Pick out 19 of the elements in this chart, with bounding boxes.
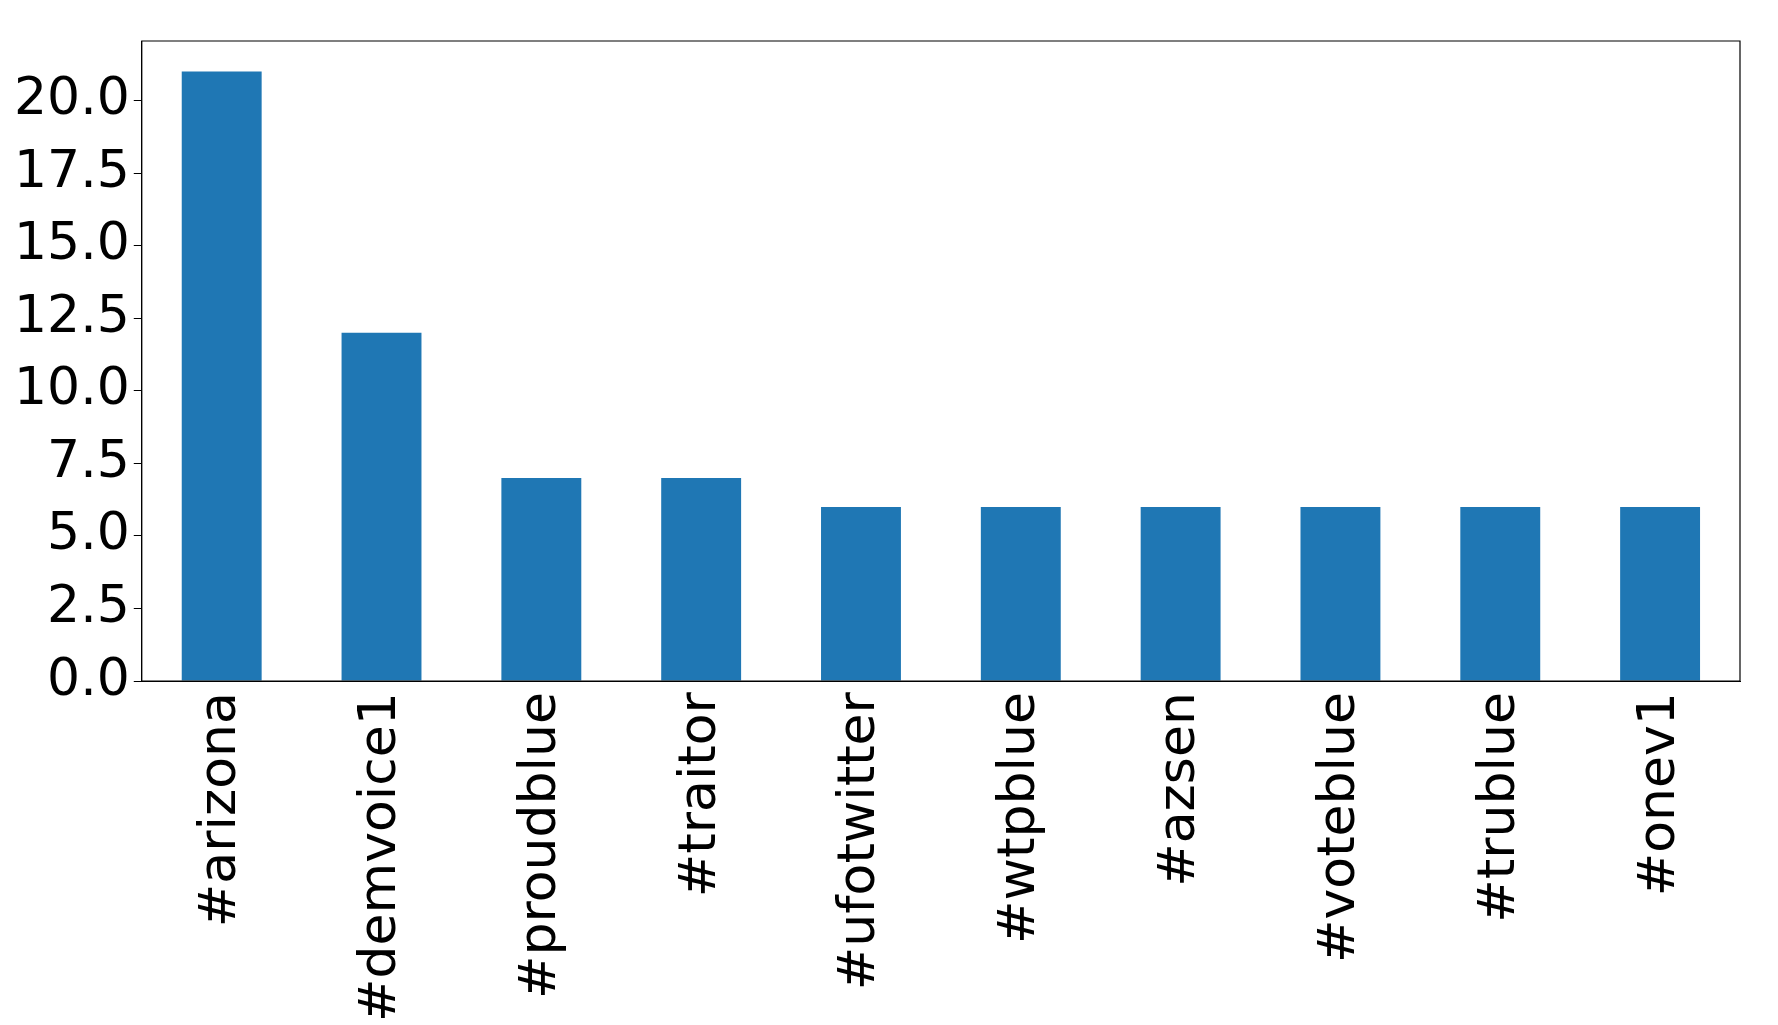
y-tick-label: 7.5: [47, 428, 130, 489]
x-tick-label: #voteblue: [1305, 692, 1366, 964]
x-tick-label: #onev1: [1625, 692, 1686, 897]
x-tick-label: #arizona: [187, 692, 248, 928]
x-tick-label: #proudblue: [506, 692, 567, 1000]
y-tick-label: 2.5: [47, 574, 130, 635]
y-tick-label: 12.5: [14, 283, 130, 344]
x-tick-label: #demvoice1: [347, 692, 408, 1023]
x-tick-label: #ufotwitter: [826, 691, 887, 991]
y-tick-label: 17.5: [14, 138, 130, 199]
y-tick-label: 10.0: [14, 356, 130, 417]
y-tick-label: 15.0: [14, 211, 130, 272]
x-tick-label: #wtpblue: [986, 692, 1047, 944]
y-tick-label: 5.0: [47, 501, 130, 562]
x-tick-label: #traitor: [666, 691, 727, 898]
x-tick-label: #trublue: [1465, 692, 1526, 923]
x-tick-label: #azsen: [1146, 692, 1207, 887]
y-tick-label: 0.0: [47, 646, 130, 707]
y-tick-label: 20.0: [14, 66, 130, 127]
